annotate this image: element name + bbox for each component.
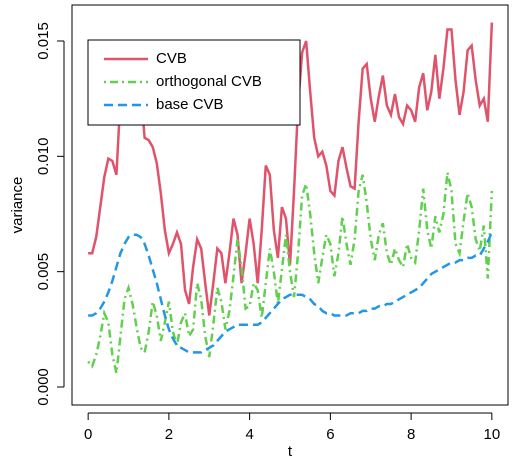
series-line: [87, 172, 494, 374]
series-line: [88, 231, 493, 354]
legend-label: CVB: [156, 50, 187, 67]
plot-frame: [71, 4, 509, 406]
x-tick-label: 8: [407, 426, 415, 443]
y-tick-label: 0.000: [35, 368, 52, 406]
x-tick-label: 10: [484, 426, 501, 443]
x-tick-label: 4: [245, 426, 253, 443]
x-tick-label: 6: [326, 426, 334, 443]
x-tick-label: 2: [165, 426, 173, 443]
x-tick-label: 0: [84, 426, 92, 443]
y-tick-label: 0.005: [35, 253, 52, 291]
y-tick-label: 0.010: [35, 138, 52, 176]
y-axis-label: variance: [9, 177, 26, 234]
legend-label: base CVB: [156, 96, 224, 113]
y-tick-label: 0.015: [35, 22, 52, 60]
legend-label: orthogonal CVB: [156, 73, 262, 90]
x-axis-label: t: [288, 443, 293, 460]
